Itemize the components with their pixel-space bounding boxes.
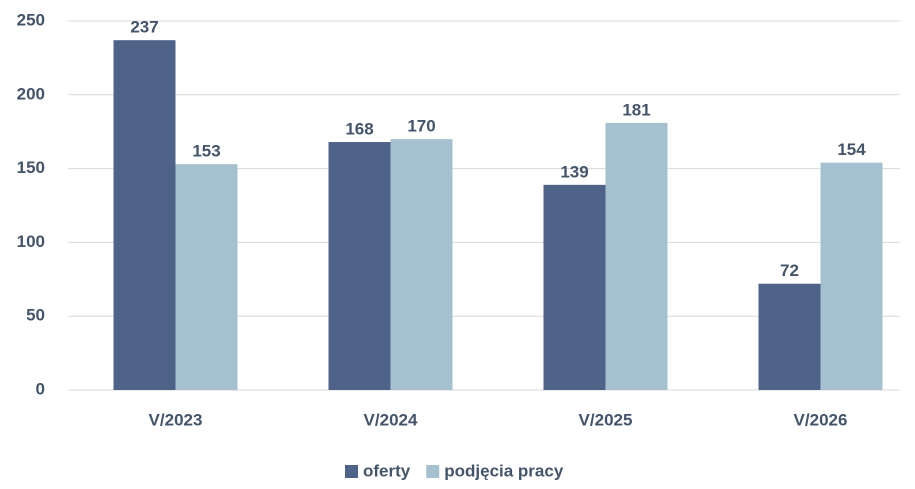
bar	[820, 162, 883, 390]
bar	[113, 40, 176, 391]
x-tick-label: V/2026	[794, 410, 848, 429]
data-label: 154	[837, 140, 866, 159]
x-tick-label: V/2023	[149, 410, 203, 429]
data-label: 170	[407, 117, 435, 136]
data-label: 168	[345, 120, 373, 139]
legend-label: oferty	[363, 461, 411, 480]
y-tick-label: 100	[17, 232, 45, 251]
x-tick-label: V/2024	[364, 410, 418, 429]
y-tick-label: 250	[17, 10, 45, 29]
y-tick-label: 0	[36, 379, 45, 398]
y-tick-label: 200	[17, 84, 45, 103]
data-label: 153	[192, 142, 220, 161]
legend-swatch	[345, 465, 358, 478]
data-label: 139	[560, 162, 588, 181]
data-label: 237	[130, 18, 158, 37]
bar	[175, 164, 238, 390]
bar	[543, 184, 606, 390]
x-tick-label: V/2025	[579, 410, 633, 429]
bar	[390, 139, 453, 390]
legend-swatch	[426, 465, 440, 478]
data-label: 72	[780, 261, 799, 280]
legend-label: podjęcia pracy	[444, 461, 564, 480]
bar	[758, 283, 821, 390]
data-label: 181	[622, 100, 650, 119]
y-tick-label: 150	[17, 158, 45, 177]
bar	[605, 122, 668, 391]
y-tick-label: 50	[26, 306, 45, 325]
bar	[328, 142, 391, 390]
